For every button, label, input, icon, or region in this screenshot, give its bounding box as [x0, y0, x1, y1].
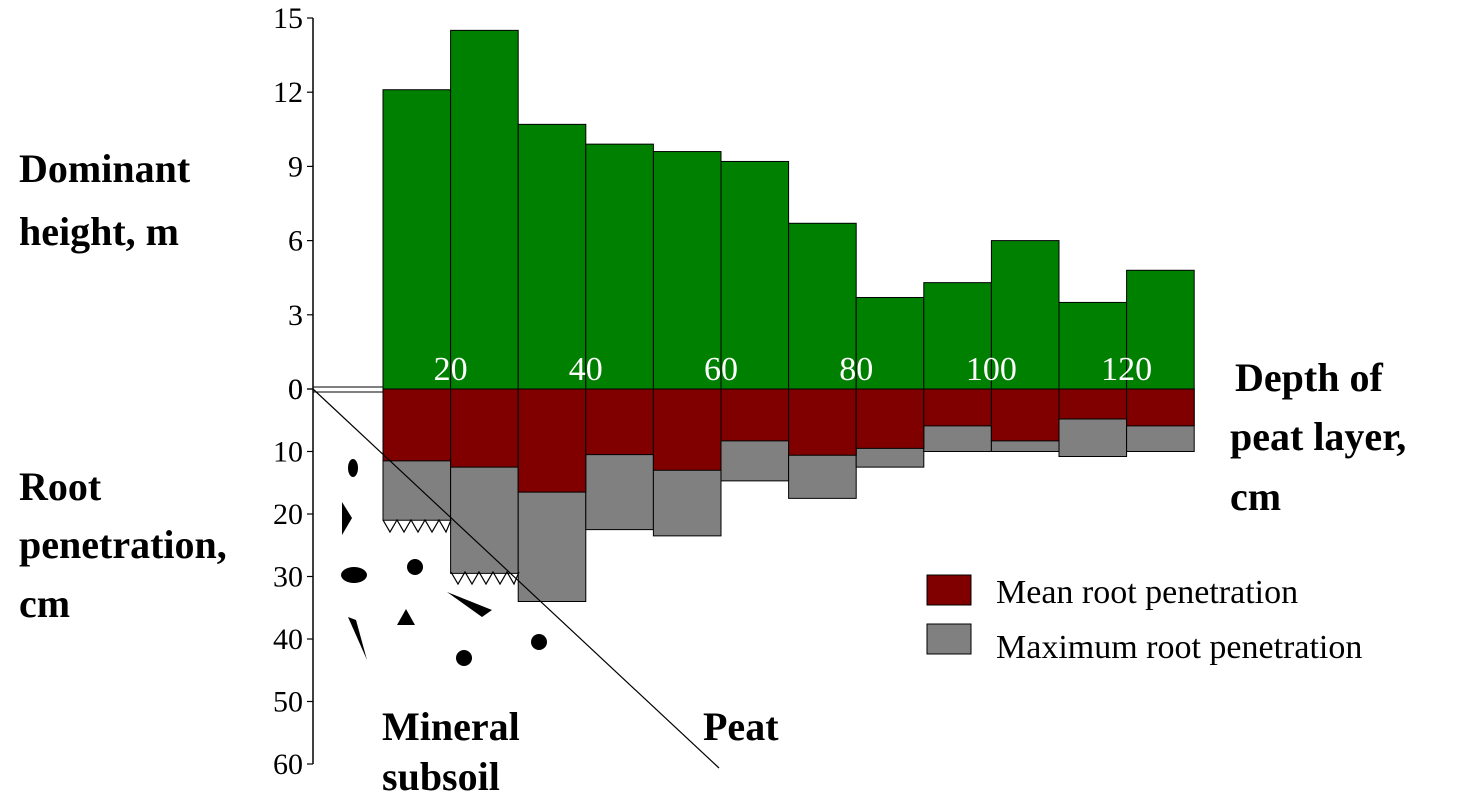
height-bar	[720, 160, 790, 390]
height-bar	[788, 222, 857, 390]
height-bar	[1058, 301, 1128, 390]
upper-tick-label: 12	[273, 76, 303, 109]
mineral-stones-decoration	[341, 459, 547, 666]
height-bar	[585, 143, 654, 390]
upper-axis-label-line-1: Dominant	[19, 146, 191, 191]
x-tick-label: 40	[569, 351, 603, 388]
legend-swatch-mean	[926, 574, 972, 606]
lower-axis-label-line-2: penetration,	[19, 522, 227, 567]
upper-tick-label: 6	[288, 225, 303, 258]
peat-label: Peat	[703, 704, 779, 749]
mean-root-bar	[1058, 388, 1128, 420]
mean-root-bar	[382, 388, 452, 462]
mean-root-bar	[517, 388, 587, 493]
lower-tick-label: 10	[273, 436, 303, 469]
mineral-boundary-marker-2	[450, 570, 520, 586]
mean-root-bar	[990, 388, 1060, 442]
height-bar	[652, 151, 722, 390]
dominant-height-bars	[382, 29, 1195, 390]
height-bar	[382, 89, 452, 390]
legend-label-mean: Mean root penetration	[996, 574, 1298, 611]
lower-tick-label: 0	[288, 373, 303, 406]
x-tick-label: 100	[966, 351, 1017, 388]
mineral-label-line-2: subsoil	[382, 754, 500, 795]
mean-root-bar	[923, 388, 992, 427]
lower-tick-label: 20	[273, 498, 303, 531]
mean-root-bar	[450, 388, 519, 468]
mean-root-bar	[652, 388, 722, 471]
upper-axis-label-line-2: height, m	[19, 209, 179, 254]
mean-root-bar	[788, 388, 857, 456]
upper-tick-label: 0	[288, 373, 303, 406]
legend-swatch-max	[926, 623, 972, 655]
upper-y-ticks: 15 12 9 6 3 0	[273, 2, 313, 406]
upper-tick-label: 9	[288, 150, 303, 183]
root-penetration-bars	[382, 388, 1195, 602]
x-tick-label: 60	[704, 351, 738, 388]
height-bar	[450, 29, 519, 390]
lower-y-ticks: 0 10 20 30 40 50 60	[273, 373, 313, 781]
lower-tick-label: 40	[273, 623, 303, 656]
mineral-boundary-marker-1	[382, 518, 452, 534]
height-bar	[923, 282, 992, 390]
mean-root-bar	[855, 388, 925, 449]
lower-tick-label: 50	[273, 686, 303, 719]
x-tick-label: 80	[839, 351, 873, 388]
mean-root-bar	[585, 388, 654, 456]
x-tick-label: 20	[434, 351, 468, 388]
x-axis-label-line-3: cm	[1230, 474, 1281, 519]
mineral-label-line-1: Mineral	[382, 704, 520, 749]
mean-root-bar	[720, 388, 790, 442]
x-tick-labels: 20 40 60 80 100 120	[434, 351, 1152, 388]
upper-tick-label: 15	[273, 2, 303, 35]
lower-axis-label-line-3: cm	[19, 581, 70, 626]
lower-tick-label: 30	[273, 561, 303, 594]
height-bar	[855, 296, 925, 390]
lower-tick-label: 60	[273, 748, 303, 781]
x-tick-label: 120	[1101, 351, 1152, 388]
x-axis-label-line-1: Depth of	[1235, 355, 1383, 400]
height-bar	[517, 123, 587, 390]
lower-axis-label-line-1: Root	[19, 464, 102, 509]
upper-tick-label: 3	[288, 299, 303, 332]
legend-label-max: Maximum root penetration	[996, 629, 1362, 666]
x-axis-label-line-2: peat layer,	[1230, 414, 1406, 459]
mean-root-bar	[1126, 388, 1195, 427]
